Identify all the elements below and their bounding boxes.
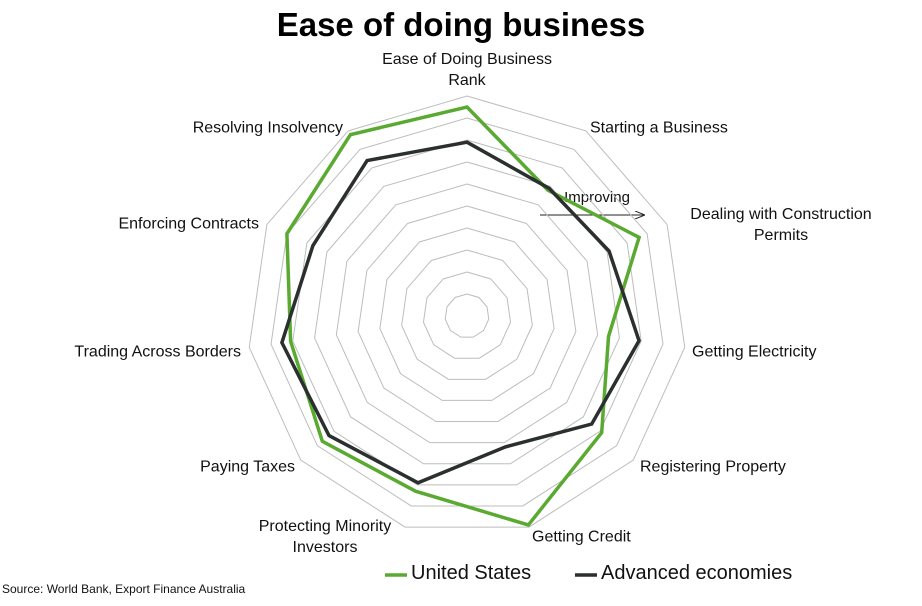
source: Source: World Bank, Export Finance Austr… — [2, 582, 246, 596]
category-label: Getting Credit — [532, 528, 631, 546]
grid-ring — [357, 205, 577, 423]
annotation: Improving — [564, 189, 630, 206]
chart-title: Ease of doing business — [276, 6, 646, 43]
grid-ring — [248, 95, 686, 528]
category-label: Dealing with Construction Permits — [690, 206, 872, 244]
series-line — [280, 140, 641, 485]
category-label: Protecting Minority Investors — [258, 518, 392, 556]
grid-ring — [270, 117, 664, 507]
grid-ring — [401, 249, 533, 380]
grid-ring — [379, 227, 555, 401]
category-label: Enforcing Contracts — [118, 215, 259, 233]
grid-ring — [292, 139, 642, 486]
category-label: Ease of Doing Business Rank — [382, 51, 552, 89]
legend-label: United States — [411, 562, 532, 584]
category-label: Trading Across Borders — [74, 343, 241, 361]
grid-ring — [335, 183, 599, 444]
grid-ring — [422, 271, 512, 359]
category-label: Getting Electricity — [692, 343, 817, 361]
category-label: Paying Taxes — [200, 458, 295, 476]
category-label: Starting a Business — [590, 119, 728, 137]
category-label: Registering Property — [640, 458, 786, 476]
legend-label: Advanced economies — [601, 562, 793, 584]
series-line — [285, 105, 642, 527]
category-label: Resolving Insolvency — [192, 119, 343, 137]
grid-ring — [444, 293, 490, 338]
grid-ring — [314, 161, 620, 465]
